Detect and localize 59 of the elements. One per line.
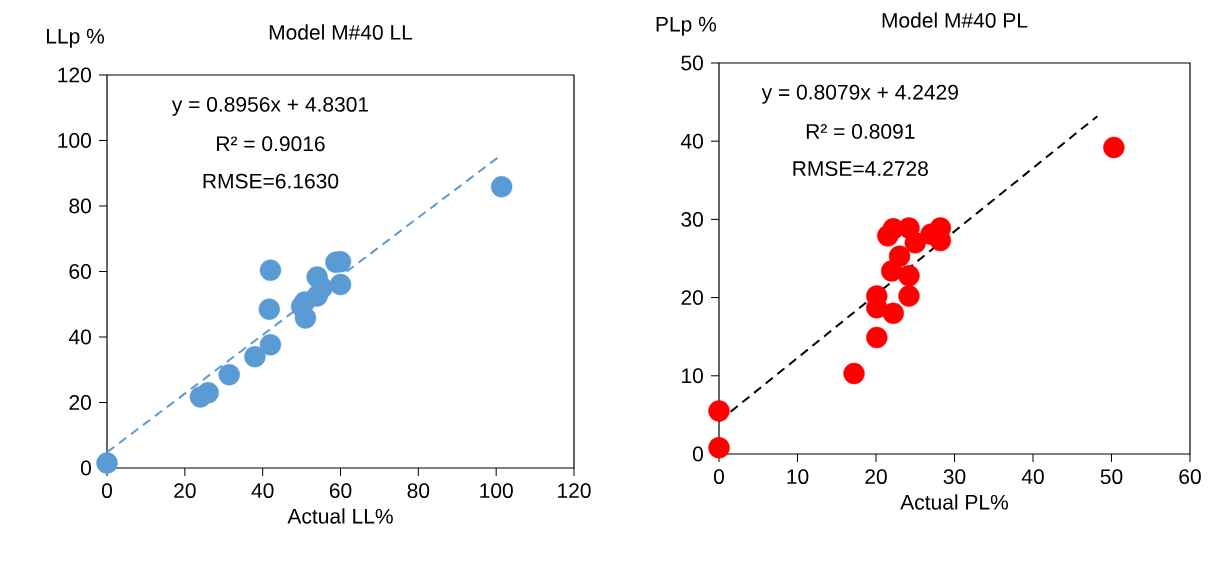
y-tick-label: 50: [681, 55, 703, 71]
annotation: R² = 0.9016: [217, 136, 325, 152]
point: [244, 345, 266, 368]
point: [311, 277, 333, 299]
y-axis-title: LLp %: [46, 28, 105, 48]
x-axis-title: Actual LL%: [287, 508, 393, 524]
x-tick-label: 60: [329, 483, 352, 499]
x-tick-label: 20: [174, 483, 196, 499]
x-tick-label: 100: [480, 483, 513, 499]
point: [898, 285, 920, 307]
x-tick-label: 10: [787, 469, 809, 485]
y-tick-label: 20: [69, 395, 91, 410]
point: [96, 452, 118, 474]
point: [881, 260, 903, 282]
point: [843, 362, 865, 385]
y-tick-label: 20: [681, 290, 703, 306]
y-tick-label: 40: [680, 133, 703, 149]
x-tick-label: 80: [407, 483, 430, 499]
point: [1103, 136, 1125, 159]
y-tick-label: 10: [682, 368, 703, 384]
point: [882, 302, 904, 324]
annotation: RMSE=4.2728: [793, 161, 928, 176]
annotation: y = 0.8079x + 4.2429: [761, 84, 958, 104]
x-axis-title: Actual PL%: [900, 494, 1009, 510]
annotation: RMSE=6.1630: [203, 173, 339, 189]
y-tick-label: 30: [681, 211, 703, 227]
x-tick-label: 60: [1179, 469, 1201, 485]
x-tick-label: 20: [865, 469, 887, 485]
point: [218, 363, 240, 386]
y-tick-label: 0: [692, 446, 703, 462]
x-tick-label: 40: [251, 483, 274, 499]
point: [708, 400, 730, 422]
x-tick-label: 120: [558, 483, 591, 499]
x-tick-label: 0: [713, 469, 725, 485]
chart-title: Model M#40 PL: [882, 12, 1028, 28]
point: [258, 298, 280, 320]
chart-title: Model M#40 LL: [269, 24, 413, 40]
y-tick-label: 60: [69, 264, 91, 279]
point: [898, 264, 920, 287]
annotation: R² = 0.8091: [806, 123, 915, 139]
y-axis-title: PLp %: [656, 16, 717, 36]
annotation: y = 0.8956x + 4.8301: [171, 96, 369, 116]
point: [898, 217, 920, 239]
point: [259, 334, 282, 356]
y-tick-label: 80: [69, 198, 91, 214]
y-tick-label: 100: [58, 133, 91, 148]
point: [197, 381, 219, 404]
x-tick-label: 50: [1100, 469, 1123, 485]
y-tick-label: 40: [68, 329, 91, 345]
point: [329, 273, 352, 296]
point: [708, 437, 730, 459]
x-tick-label: 40: [1021, 469, 1044, 485]
point: [866, 326, 888, 349]
y-tick-label: 120: [58, 67, 91, 83]
point: [259, 259, 282, 281]
point: [888, 245, 911, 267]
x-tick-label: 30: [943, 469, 966, 485]
x-tick-label: 0: [101, 483, 113, 499]
point: [490, 175, 513, 198]
